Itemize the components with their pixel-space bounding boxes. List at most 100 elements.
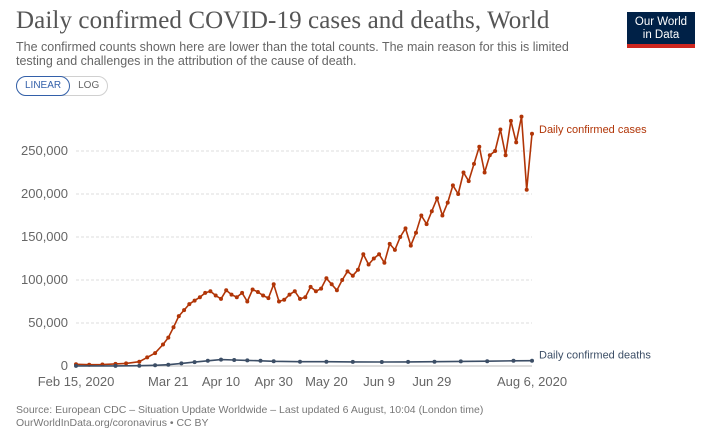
cases-point: [382, 260, 387, 265]
cases-point: [482, 170, 487, 175]
cases-point: [472, 161, 476, 166]
deaths-point: [205, 358, 210, 363]
deaths-point: [74, 363, 78, 368]
cases-point: [477, 144, 482, 149]
cases-point: [137, 359, 142, 364]
cases-point: [145, 355, 150, 360]
scale-toggle[interactable]: LINEAR LOG: [16, 76, 109, 96]
cases-point: [161, 342, 165, 347]
cases-line: [75, 115, 533, 366]
deaths-point: [192, 360, 197, 365]
cases-point: [340, 278, 345, 282]
log-scale-button[interactable]: LOG: [78, 80, 100, 91]
cases-series-label: Daily confirmed cases: [539, 124, 647, 136]
x-tick-label: Aug 6, 2020: [497, 374, 567, 389]
cases-point: [213, 293, 218, 298]
source-text: Source: European CDC – Situation Update …: [16, 404, 484, 416]
cases-point: [450, 183, 455, 188]
deaths-point: [530, 358, 534, 363]
cases-point: [308, 284, 313, 289]
deaths-point: [166, 362, 171, 367]
cases-point: [234, 295, 239, 300]
cases-point: [203, 290, 208, 295]
cases-point: [435, 196, 440, 201]
cases-point: [240, 290, 245, 295]
cases-point: [524, 187, 529, 192]
deaths-point: [232, 358, 237, 362]
line-chart: 0 50,000 100,000 150,000 200,000 250,000 Feb 1…: [21, 114, 651, 389]
deaths-point: [458, 359, 463, 364]
deaths-point: [511, 358, 516, 363]
cases-point: [250, 287, 255, 292]
cases-point: [408, 243, 413, 248]
cases-point: [466, 179, 471, 184]
cases-point: [277, 299, 281, 304]
logo-accent-bar: [627, 44, 695, 48]
cases-point: [377, 252, 382, 257]
y-tick-label: 0: [61, 358, 68, 373]
deaths-point: [298, 359, 302, 364]
deaths-line: [76, 358, 533, 367]
cases-point: [424, 222, 429, 227]
cases-point: [282, 297, 287, 302]
source-url[interactable]: OurWorldInData.org/coronavirus • CC BY: [16, 416, 209, 429]
cases-point: [329, 282, 334, 287]
cases-point: [398, 235, 403, 239]
x-tick-label: Jun 29: [412, 374, 451, 389]
cases-point: [371, 256, 376, 261]
cases-point: [292, 289, 297, 294]
x-tick-label: Jun 9: [363, 374, 395, 389]
y-tick-label: 250,000: [21, 143, 68, 158]
cases-point: [419, 213, 424, 218]
cases-point: [361, 252, 366, 257]
cases-point: [166, 335, 171, 340]
cases-point: [192, 298, 197, 303]
chart-title: Daily confirmed COVID-19 cases and death…: [16, 7, 550, 34]
chart-subtitle: The confirmed counts shown here are lowe…: [16, 40, 569, 68]
deaths-point: [219, 357, 223, 362]
x-tick-label: Apr 10: [202, 374, 240, 389]
cases-point: [303, 295, 308, 300]
cases-point: [356, 267, 360, 272]
cases-point: [182, 308, 187, 313]
deaths-point: [258, 358, 263, 363]
x-tick-label: Apr 30: [255, 374, 293, 389]
cases-point: [245, 299, 250, 304]
cases-point: [498, 127, 503, 132]
deaths-series-label: Daily confirmed deaths: [539, 350, 651, 362]
cases-point: [530, 131, 534, 136]
cases-point: [187, 302, 192, 307]
y-tick-label: 200,000: [21, 186, 68, 201]
owid-logo[interactable]: Our World in Data: [627, 12, 695, 48]
deaths-point: [153, 363, 158, 368]
cases-point: [124, 361, 129, 366]
cases-point: [445, 200, 450, 205]
cases-point: [313, 289, 318, 294]
linear-scale-button[interactable]: LINEAR: [16, 76, 71, 96]
cases-point: [487, 153, 492, 158]
x-tick-label: Feb 15, 2020: [38, 374, 115, 389]
cases-point: [514, 140, 519, 145]
deaths-point: [406, 359, 411, 364]
cases-point: [345, 269, 350, 274]
deaths-point: [113, 363, 118, 368]
cases-point: [366, 262, 371, 267]
cases-point: [503, 153, 508, 158]
x-tick-label: May 20: [305, 374, 348, 389]
cases-point: [197, 295, 202, 300]
cases-point: [255, 290, 260, 294]
cases-point: [461, 170, 466, 175]
cases-point: [208, 289, 213, 294]
cases-point: [261, 293, 266, 298]
cases-point: [229, 292, 234, 297]
cases-point: [403, 226, 408, 231]
deaths-point: [485, 359, 490, 364]
cases-point: [324, 276, 329, 281]
cases-point: [456, 192, 461, 196]
cases-point: [271, 282, 276, 287]
cases-point: [493, 149, 498, 153]
logo-line-2: in Data: [642, 29, 680, 41]
cases-point: [319, 286, 324, 291]
source-note: Source: European CDC – Situation Update …: [16, 404, 483, 429]
deaths-point: [271, 359, 276, 364]
